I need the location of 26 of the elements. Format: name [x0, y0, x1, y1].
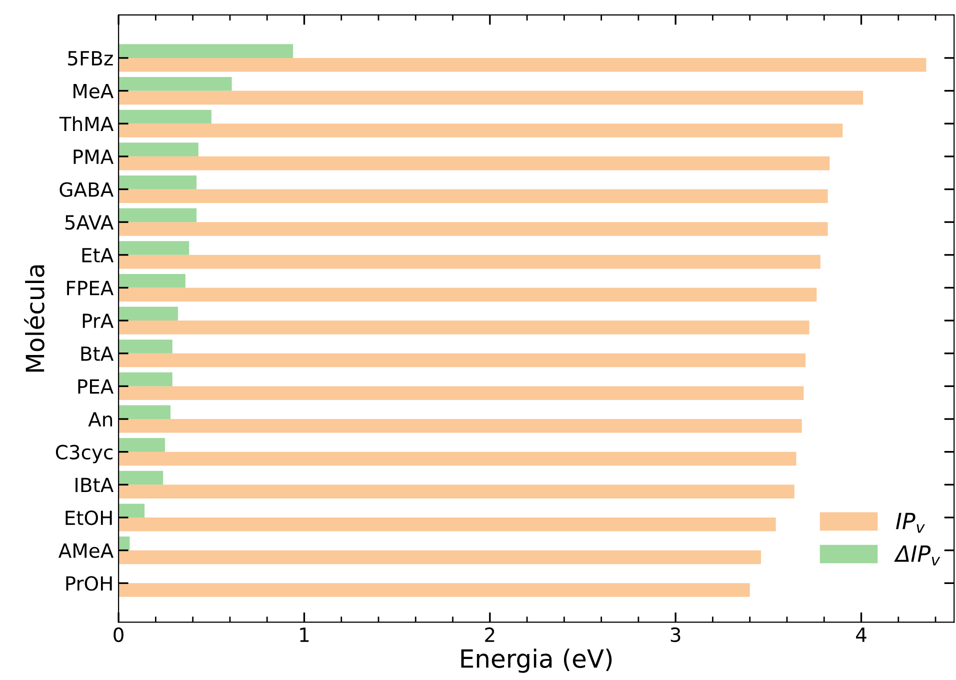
x-tick-label: 1	[300, 628, 309, 642]
y-tick-label: MeA	[74, 84, 114, 98]
y-tick-label: GABA	[60, 182, 114, 197]
y-tick-label: C3cyc	[56, 444, 112, 464]
y-tick-label: PEA	[78, 379, 114, 394]
y-tick-label: AMeA	[58, 544, 114, 558]
x-tick-label: 0	[114, 627, 124, 642]
legend-label: ΔIP$_{v}$	[894, 546, 940, 566]
y-tick-label: PrOH	[66, 576, 112, 591]
y-tick-label: An	[88, 412, 112, 426]
x-tick-label: 3	[670, 627, 680, 642]
x-tick-label: 4	[856, 628, 866, 642]
y-tick-label: EtOH	[66, 510, 112, 526]
y-tick-label: 5FBz	[68, 51, 113, 66]
y-tick-label: 5AVA	[65, 215, 114, 230]
x-tick-label: 2	[485, 627, 494, 642]
y-tick-label: PrA	[82, 314, 114, 328]
y-tick-label: BtA	[81, 346, 114, 361]
y-tick-label: IBtA	[76, 478, 114, 492]
y-tick-label: EtA	[82, 248, 114, 262]
x-axis-title: Energia (eV)	[461, 648, 612, 673]
y-tick-label: PMA	[74, 150, 114, 164]
y-tick-label: ThMA	[59, 116, 114, 131]
y-tick-label: FPEA	[67, 280, 114, 296]
legend-label: IP$_{v}$	[896, 512, 925, 533]
y-axis-title: Molécula	[24, 265, 44, 372]
